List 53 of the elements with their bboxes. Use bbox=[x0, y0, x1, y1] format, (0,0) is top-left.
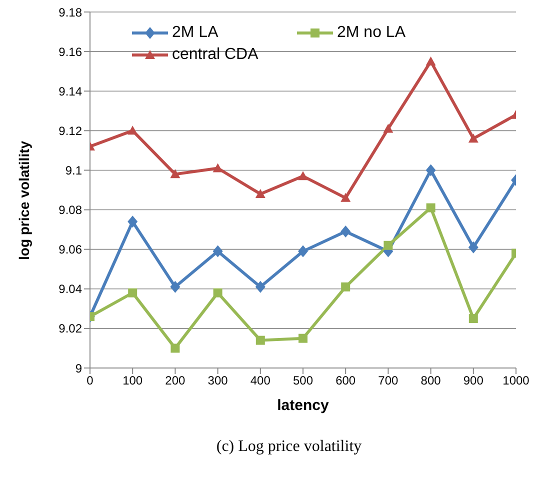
legend-label: 2M no LA bbox=[337, 23, 406, 43]
x-tick-label: 0 bbox=[86, 374, 94, 388]
point bbox=[468, 241, 478, 254]
legend-label: 2M LA bbox=[172, 23, 218, 43]
y-tick-label: 9.18 bbox=[58, 5, 82, 20]
y-tick-label: 9.12 bbox=[58, 124, 82, 138]
point bbox=[256, 336, 265, 345]
point bbox=[128, 126, 138, 135]
y-axis-title: log price volatility bbox=[16, 140, 32, 260]
point bbox=[213, 288, 222, 298]
point bbox=[128, 216, 138, 228]
x-tick-label: 800 bbox=[420, 374, 442, 388]
y-tick-label: 9.16 bbox=[58, 44, 82, 59]
y-tick-label: 9.08 bbox=[58, 203, 82, 218]
point bbox=[426, 203, 436, 212]
point bbox=[298, 245, 308, 258]
legend-label: central CDA bbox=[172, 45, 258, 65]
x-tick-label: 400 bbox=[250, 374, 271, 388]
point bbox=[170, 344, 180, 353]
y-tick-label: 9.02 bbox=[58, 322, 82, 336]
point bbox=[255, 188, 266, 198]
point bbox=[340, 226, 351, 238]
y-tick-label: 9.14 bbox=[58, 84, 82, 98]
point bbox=[426, 164, 436, 176]
point bbox=[341, 282, 350, 292]
point bbox=[255, 280, 266, 293]
point bbox=[170, 280, 180, 293]
point bbox=[468, 134, 478, 143]
point bbox=[383, 124, 394, 133]
y-tick-label: 9.06 bbox=[58, 242, 82, 257]
x-tick-label: 300 bbox=[208, 374, 228, 388]
point bbox=[298, 334, 308, 343]
point bbox=[426, 56, 436, 66]
x-tick-label: 700 bbox=[378, 374, 399, 388]
point bbox=[212, 245, 223, 258]
point bbox=[384, 240, 393, 250]
point bbox=[298, 171, 308, 180]
x-axis-title: latency bbox=[277, 397, 330, 414]
x-tick-label: 200 bbox=[165, 374, 186, 388]
point bbox=[212, 163, 223, 172]
x-tick-label: 500 bbox=[292, 374, 314, 388]
x-tick-label: 600 bbox=[336, 374, 356, 388]
y-tick-label: 9.04 bbox=[58, 282, 82, 296]
point bbox=[468, 314, 478, 324]
x-tick-label: 1000 bbox=[502, 374, 530, 388]
point bbox=[128, 288, 138, 298]
x-tick-label: 900 bbox=[463, 374, 484, 388]
point bbox=[340, 192, 351, 202]
y-tick-label: 9 bbox=[75, 361, 82, 376]
text: (c) Log price volatility bbox=[215, 438, 363, 456]
y-tick-label: 9.1 bbox=[65, 163, 82, 178]
point bbox=[170, 169, 180, 178]
x-tick-label: 100 bbox=[122, 374, 143, 388]
